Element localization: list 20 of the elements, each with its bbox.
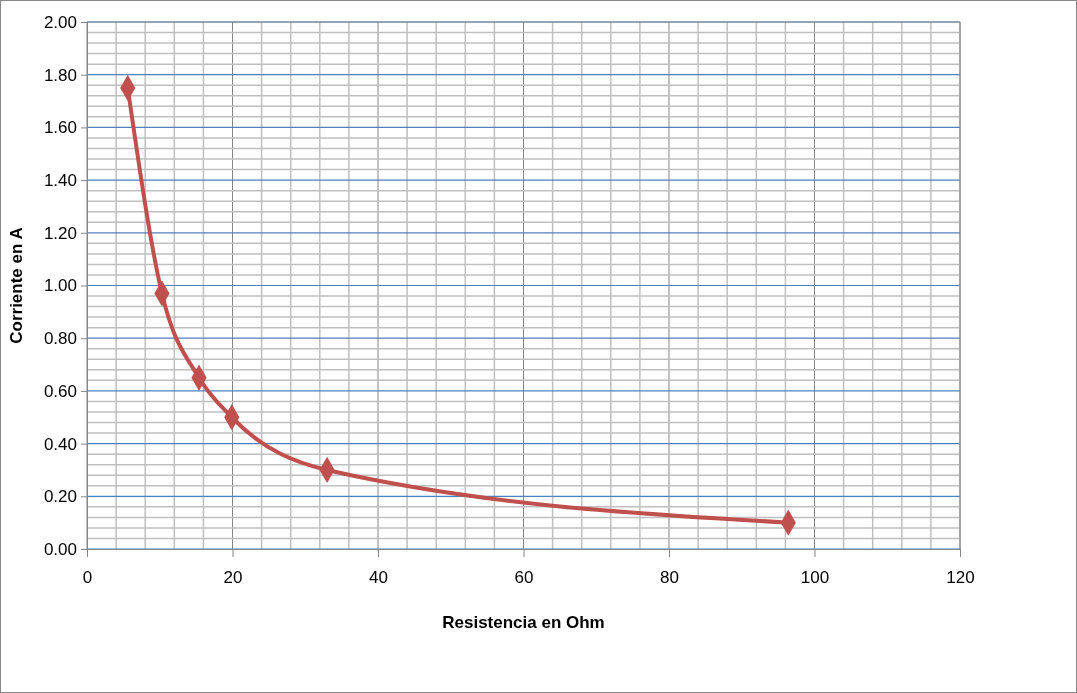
y-tick-label: 1.00 — [43, 276, 77, 296]
y-tick-label: 1.80 — [43, 65, 77, 85]
x-tick-label: 100 — [800, 568, 830, 588]
y-tick-label: 0.00 — [43, 539, 77, 559]
y-axis-title: Corriente en A — [7, 227, 26, 344]
x-axis-title: Resistencia en Ohm — [442, 613, 605, 632]
y-tick-label: 1.20 — [43, 223, 77, 243]
x-tick-label: 40 — [369, 568, 388, 588]
y-tick-label: 0.40 — [43, 434, 77, 454]
y-tick-label: 1.40 — [43, 171, 77, 191]
x-tick-label: 20 — [223, 568, 243, 588]
x-tick-label: 0 — [82, 568, 93, 588]
y-tick-label: 1.60 — [43, 118, 77, 138]
x-tick-label: 120 — [946, 568, 975, 588]
y-tick-label: 0.80 — [43, 329, 77, 349]
y-tick-label: 0.60 — [43, 381, 77, 401]
y-tick-label: 2.00 — [43, 12, 77, 32]
x-tick-label: 80 — [660, 568, 679, 588]
x-tick-label: 60 — [514, 568, 534, 588]
y-tick-label: 0.20 — [43, 487, 77, 507]
